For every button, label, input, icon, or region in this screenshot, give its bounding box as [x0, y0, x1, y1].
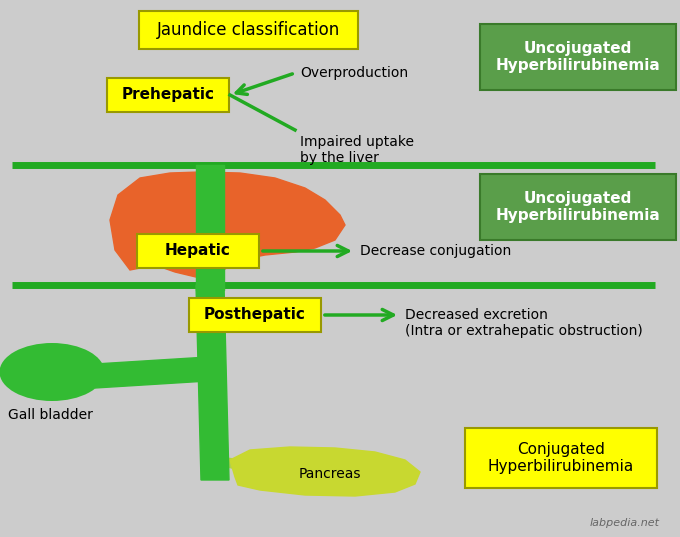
- FancyBboxPatch shape: [480, 174, 676, 240]
- Text: Posthepatic: Posthepatic: [204, 308, 306, 323]
- Text: Overproduction: Overproduction: [300, 66, 408, 80]
- Text: Uncojugated
Hyperbilirubinemia: Uncojugated Hyperbilirubinemia: [496, 191, 660, 223]
- Text: Gall bladder: Gall bladder: [7, 408, 92, 422]
- Ellipse shape: [0, 343, 105, 401]
- Text: Prehepatic: Prehepatic: [122, 88, 214, 103]
- FancyBboxPatch shape: [465, 428, 657, 488]
- Text: Hepatic: Hepatic: [165, 243, 231, 258]
- FancyBboxPatch shape: [480, 24, 676, 90]
- Polygon shape: [110, 172, 345, 278]
- Polygon shape: [92, 358, 97, 382]
- FancyBboxPatch shape: [139, 11, 358, 49]
- Text: labpedia.net: labpedia.net: [590, 518, 660, 528]
- Text: Decreased excretion
(Intra or extrahepatic obstruction): Decreased excretion (Intra or extrahepat…: [405, 308, 643, 338]
- Text: Pancreas: Pancreas: [299, 467, 361, 481]
- Polygon shape: [230, 447, 420, 496]
- FancyBboxPatch shape: [189, 298, 321, 332]
- Text: Decrease conjugation: Decrease conjugation: [360, 244, 511, 258]
- FancyBboxPatch shape: [137, 234, 259, 268]
- Text: Uncojugated
Hyperbilirubinemia: Uncojugated Hyperbilirubinemia: [496, 41, 660, 73]
- FancyBboxPatch shape: [107, 78, 229, 112]
- Text: Jaundice classification: Jaundice classification: [156, 21, 339, 39]
- Text: Conjugated
Hyperbilirubinemia: Conjugated Hyperbilirubinemia: [488, 442, 634, 474]
- Text: Impaired uptake
by the liver: Impaired uptake by the liver: [300, 135, 414, 165]
- Polygon shape: [95, 356, 224, 388]
- Polygon shape: [204, 458, 260, 474]
- Polygon shape: [196, 285, 229, 480]
